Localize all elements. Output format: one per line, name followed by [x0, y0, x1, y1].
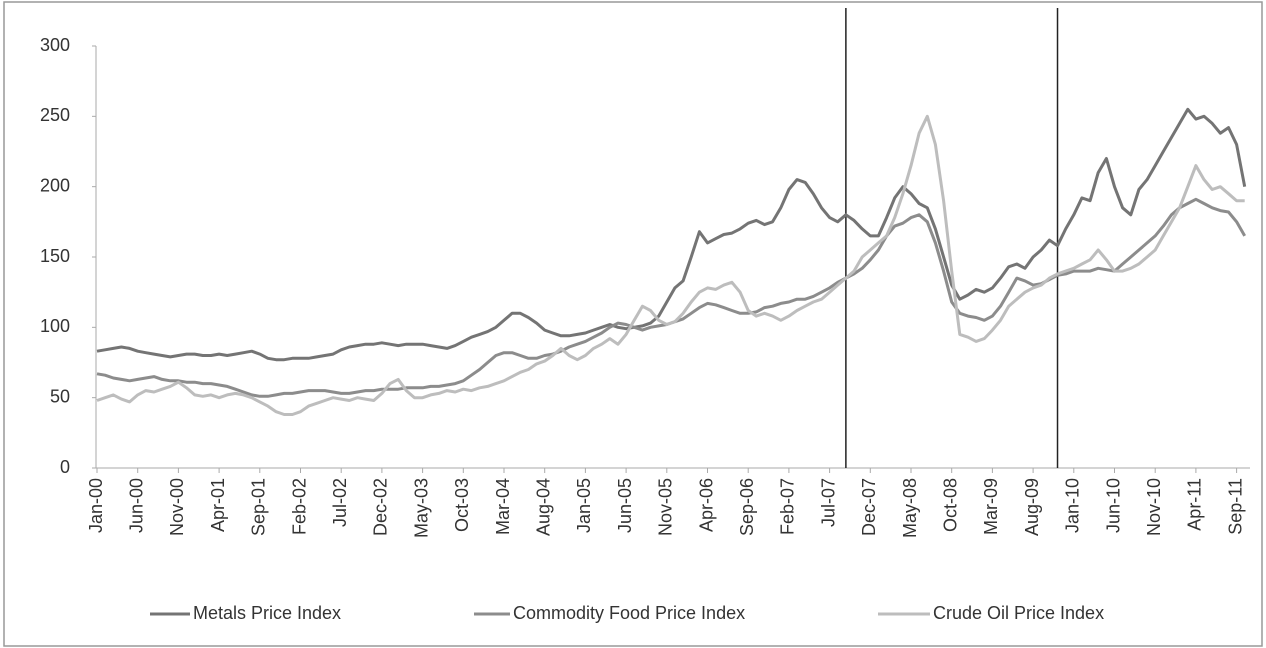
x-tick-label: Jun-00	[126, 478, 146, 533]
x-tick-label: Jun-05	[615, 478, 635, 533]
x-tick-label: Feb-07	[778, 478, 798, 535]
y-tick-label: 150	[40, 246, 70, 266]
x-tick-label: Apr-01	[208, 478, 228, 532]
series-line	[96, 107, 1247, 362]
x-tick-label: Apr-06	[696, 478, 716, 532]
x-tick-label: Oct-08	[940, 478, 960, 532]
x-tick-label: Aug-09	[1022, 478, 1042, 536]
y-tick-label: 250	[40, 105, 70, 125]
x-tick-label: May-03	[411, 478, 431, 538]
x-tick-label: Jul-02	[330, 478, 350, 527]
x-tick-label: Sep-11	[1225, 478, 1245, 535]
x-tick-label: Nov-10	[1144, 478, 1164, 536]
y-tick-label: 300	[40, 35, 70, 55]
x-tick-label: Jun-10	[1103, 478, 1123, 533]
legend-label: Metals Price Index	[193, 603, 341, 623]
x-tick-label: Oct-03	[452, 478, 472, 532]
x-tick-label: Sep-06	[737, 478, 757, 536]
x-tick-label: Dec-02	[371, 478, 391, 536]
x-tick-label: Feb-02	[289, 478, 309, 535]
x-tick-label: Jan-05	[574, 478, 594, 533]
x-tick-label: Dec-07	[859, 478, 879, 536]
y-tick-label: 50	[50, 386, 70, 406]
x-tick-label: Sep-01	[249, 478, 269, 536]
x-tick-label: Jan-00	[86, 478, 106, 533]
x-tick-label: Mar-09	[981, 478, 1001, 535]
x-tick-label: Apr-11	[1185, 478, 1205, 531]
y-tick-label: 200	[40, 175, 70, 195]
legend-label: Commodity Food Price Index	[513, 603, 745, 623]
y-tick-label: 100	[40, 316, 70, 336]
x-tick-label: May-08	[900, 478, 920, 538]
x-tick-label: Nov-00	[167, 478, 187, 536]
x-tick-label: Jul-07	[818, 478, 838, 527]
legend-label: Crude Oil Price Index	[933, 603, 1104, 623]
series-line	[96, 114, 1245, 416]
x-tick-label: Nov-05	[656, 478, 676, 536]
y-tick-label: 0	[60, 457, 70, 477]
x-tick-label: Jan-10	[1063, 478, 1083, 533]
x-tick-label: Aug-04	[533, 478, 553, 536]
x-tick-label: Mar-04	[493, 478, 513, 535]
